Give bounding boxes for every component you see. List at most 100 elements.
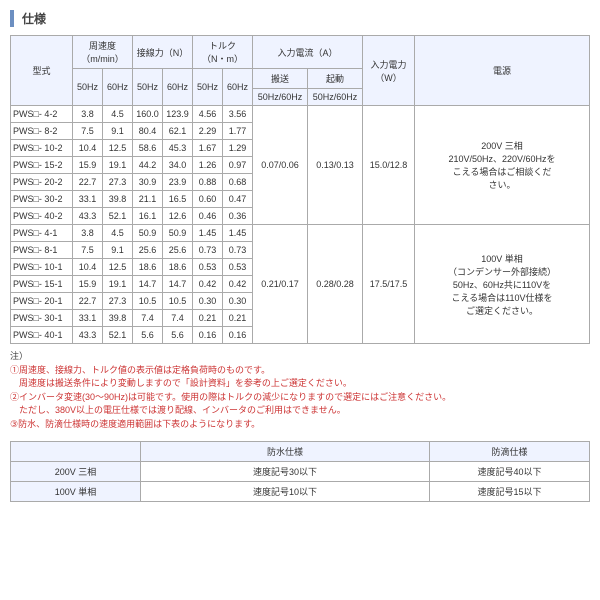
cell: 1.67: [193, 140, 223, 157]
section-title: 仕様: [10, 10, 590, 27]
cell: 19.1: [103, 276, 133, 293]
cell: PWS□- 20-2: [11, 174, 73, 191]
cell: 0.53: [223, 259, 253, 276]
h-t60: 60Hz: [223, 69, 253, 106]
h-conv-hz: 50Hz/60Hz: [253, 89, 308, 106]
cell: 39.8: [103, 191, 133, 208]
note-2: ②インバータ変速(30～90Hz)は可能です。使用の際はトルクの減少になりますの…: [10, 392, 451, 402]
t2-h1: 防水仕様: [141, 442, 430, 462]
cell: 30.9: [133, 174, 163, 191]
cell: 4.5: [103, 225, 133, 242]
cell: PWS□- 15-2: [11, 157, 73, 174]
group-conv: 0.21/0.17: [253, 225, 308, 344]
cell: 0.21: [223, 310, 253, 327]
t2-r2l: 100V 単相: [11, 482, 141, 502]
cell: PWS□- 10-1: [11, 259, 73, 276]
group-src: 100V 単相 （コンデンサー外部接続） 50Hz、60Hz共に110Vを こえ…: [415, 225, 590, 344]
cell: 1.77: [223, 123, 253, 140]
cell: 0.16: [193, 327, 223, 344]
cell: 2.29: [193, 123, 223, 140]
cell: 5.6: [163, 327, 193, 344]
notes-block: 注） ①周速度、接線力、トルク値の表示値は定格負荷時のものです。 周速度は搬送条…: [10, 350, 590, 431]
h-torque: トルク （N・m）: [193, 36, 253, 69]
cell: 62.1: [163, 123, 193, 140]
group-start: 0.13/0.13: [308, 106, 363, 225]
cell: 50.9: [133, 225, 163, 242]
cell: 50.9: [163, 225, 193, 242]
cell: 0.53: [193, 259, 223, 276]
cell: 1.29: [223, 140, 253, 157]
t2-r1a: 速度記号30以下: [141, 462, 430, 482]
cell: 43.3: [73, 327, 103, 344]
cell: 0.88: [193, 174, 223, 191]
cell: 0.42: [223, 276, 253, 293]
cell: 52.1: [103, 327, 133, 344]
cell: 0.68: [223, 174, 253, 191]
cell: 52.1: [103, 208, 133, 225]
t2-blank: [11, 442, 141, 462]
t2-r1b: 速度記号40以下: [430, 462, 590, 482]
spec-table: 型式 周速度 （m/min） 接線力（N） トルク （N・m） 入力電流（A） …: [10, 35, 590, 344]
cell: PWS□- 4-1: [11, 225, 73, 242]
group-start: 0.28/0.28: [308, 225, 363, 344]
h-s50: 50Hz: [73, 69, 103, 106]
h-start: 起動: [308, 69, 363, 89]
note-3: ③防水、防滴仕様時の速度適用範囲は下表のようになります。: [10, 419, 260, 429]
group-src: 200V 三相 210V/50Hz、220V/60Hzを こえる場合はご相談くだ…: [415, 106, 590, 225]
t2-r1l: 200V 三相: [11, 462, 141, 482]
cell: 3.8: [73, 106, 103, 123]
cell: 123.9: [163, 106, 193, 123]
cell: 16.5: [163, 191, 193, 208]
h-model: 型式: [11, 36, 73, 106]
spec-table-2: 防水仕様 防滴仕様 200V 三相 速度記号30以下 速度記号40以下 100V…: [10, 441, 590, 502]
cell: 33.1: [73, 191, 103, 208]
cell: 12.5: [103, 140, 133, 157]
cell: 22.7: [73, 174, 103, 191]
cell: 45.3: [163, 140, 193, 157]
cell: 12.5: [103, 259, 133, 276]
cell: PWS□- 40-1: [11, 327, 73, 344]
cell: 0.47: [223, 191, 253, 208]
cell: 1.45: [193, 225, 223, 242]
notes-label: 注）: [10, 351, 28, 361]
h-f60: 60Hz: [163, 69, 193, 106]
cell: 44.2: [133, 157, 163, 174]
cell: PWS□- 15-1: [11, 276, 73, 293]
cell: 0.16: [223, 327, 253, 344]
cell: 21.1: [133, 191, 163, 208]
cell: PWS□- 40-2: [11, 208, 73, 225]
cell: 0.21: [193, 310, 223, 327]
cell: PWS□- 10-2: [11, 140, 73, 157]
cell: 0.42: [193, 276, 223, 293]
t2-r2b: 速度記号15以下: [430, 482, 590, 502]
h-source: 電源: [415, 36, 590, 106]
note-2b: ただし、380V以上の電圧仕様では渡り配線、インバータのご利用はできません。: [10, 405, 346, 415]
cell: 7.4: [133, 310, 163, 327]
cell: 25.6: [133, 242, 163, 259]
h-start-hz: 50Hz/60Hz: [308, 89, 363, 106]
cell: 0.60: [193, 191, 223, 208]
cell: 5.6: [133, 327, 163, 344]
h-power: 入力電力 （W）: [363, 36, 415, 106]
cell: 0.73: [193, 242, 223, 259]
cell: 43.3: [73, 208, 103, 225]
cell: 0.97: [223, 157, 253, 174]
table-row: PWS□- 4-23.84.5160.0123.94.563.560.07/0.…: [11, 106, 590, 123]
h-force: 接線力（N）: [133, 36, 193, 69]
cell: 15.9: [73, 276, 103, 293]
cell: 0.30: [223, 293, 253, 310]
cell: 10.5: [163, 293, 193, 310]
cell: 7.5: [73, 123, 103, 140]
cell: 160.0: [133, 106, 163, 123]
h-current: 入力電流（A）: [253, 36, 363, 69]
cell: 1.45: [223, 225, 253, 242]
h-conv: 搬送: [253, 69, 308, 89]
cell: 14.7: [163, 276, 193, 293]
cell: PWS□- 20-1: [11, 293, 73, 310]
cell: 9.1: [103, 242, 133, 259]
h-f50: 50Hz: [133, 69, 163, 106]
cell: 3.8: [73, 225, 103, 242]
cell: 14.7: [133, 276, 163, 293]
cell: PWS□- 30-2: [11, 191, 73, 208]
cell: 7.5: [73, 242, 103, 259]
